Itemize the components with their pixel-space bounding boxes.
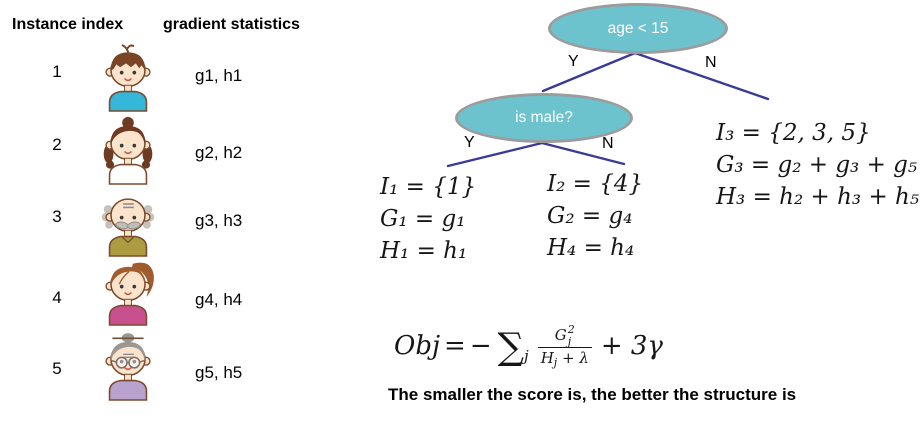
sigma-symbol: ∑ (497, 324, 525, 368)
leaf-G: G₃ = g₂ + g₃ + g₅ (716, 152, 918, 178)
sigma-subscript: j (524, 347, 529, 365)
gradient-stats-label: g1, h1 (195, 66, 243, 85)
leaf-set: I₂ = {4} (547, 171, 644, 197)
branch-label-no: N (602, 135, 614, 152)
den-rest: + λ (562, 349, 589, 368)
instance-number: 5 (52, 359, 62, 378)
instance-number: 2 (52, 135, 62, 154)
fraction-denominator: Hj + λ (537, 347, 592, 370)
leaf-H: H₁ = h₁ (380, 238, 468, 264)
gradient-stats-label: g4, h4 (195, 290, 243, 309)
instance-number: 4 (52, 288, 62, 307)
person-girl-icon (96, 115, 160, 185)
obj-tail: + 3γ (600, 331, 663, 361)
tree-node-age: age < 15 (548, 3, 728, 54)
obj-minus: − (469, 331, 492, 361)
leaf-set: I₃ = {2, 3, 5} (716, 120, 871, 146)
edge-root-yes (541, 51, 637, 93)
den-subscript: j (553, 356, 558, 370)
den-base: H (540, 349, 554, 368)
num-subscript: j (567, 334, 572, 348)
edge-root-no (633, 51, 770, 101)
leaf-formulas-2: I₂ = {4} G₂ = g₄ H₄ = h₄ (547, 168, 643, 264)
num-supsub: 2 j (568, 324, 575, 347)
fraction-numerator: G 2 j (552, 324, 578, 347)
leaf-G: G₁ = g₁ (380, 206, 466, 232)
person-woman-icon (96, 256, 160, 326)
leaf-H: H₃ = h₂ + h₃ + h₅ (716, 184, 920, 210)
branch-label-no: N (705, 54, 717, 71)
leaf-formulas-3: I₃ = {2, 3, 5} G₃ = g₂ + g₃ + g₅ H₃ = h₂… (716, 117, 919, 213)
num-superscript: 2 (567, 323, 575, 337)
instance-number: 1 (52, 62, 62, 81)
person-old-man-icon (96, 187, 160, 257)
person-old-woman-icon (96, 331, 160, 401)
instance-index-header: Instance index (12, 16, 124, 33)
person-boy-icon (96, 42, 160, 112)
branch-label-yes: Y (464, 134, 475, 151)
obj-eq: = (444, 331, 466, 361)
gradient-stats-label: g2, h2 (195, 143, 243, 162)
caption-text: The smaller the score is, the better the… (388, 385, 797, 404)
leaf-set: I₁ = {1} (380, 174, 477, 200)
leaf-G: G₂ = g₄ (547, 203, 633, 229)
leaf-formulas-1: I₁ = {1} G₁ = g₁ H₁ = h₁ (380, 171, 476, 267)
obj-lhs: Obj (394, 331, 441, 361)
objective-formula: Obj = − ∑ j G 2 j Hj + λ + 3γ (392, 318, 665, 374)
objective-fraction: G 2 j Hj + λ (537, 324, 592, 370)
gradient-statistics-header: gradient statistics (163, 16, 300, 33)
edge-child-yes (446, 141, 544, 168)
tree-node-is-male: is male? (455, 93, 633, 143)
leaf-H: H₄ = h₄ (547, 235, 635, 261)
num-base: G (554, 326, 567, 345)
branch-label-yes: Y (568, 53, 579, 70)
gradient-stats-label: g3, h3 (195, 211, 243, 230)
gradient-stats-label: g5, h5 (195, 363, 243, 382)
instance-number: 3 (52, 207, 62, 226)
